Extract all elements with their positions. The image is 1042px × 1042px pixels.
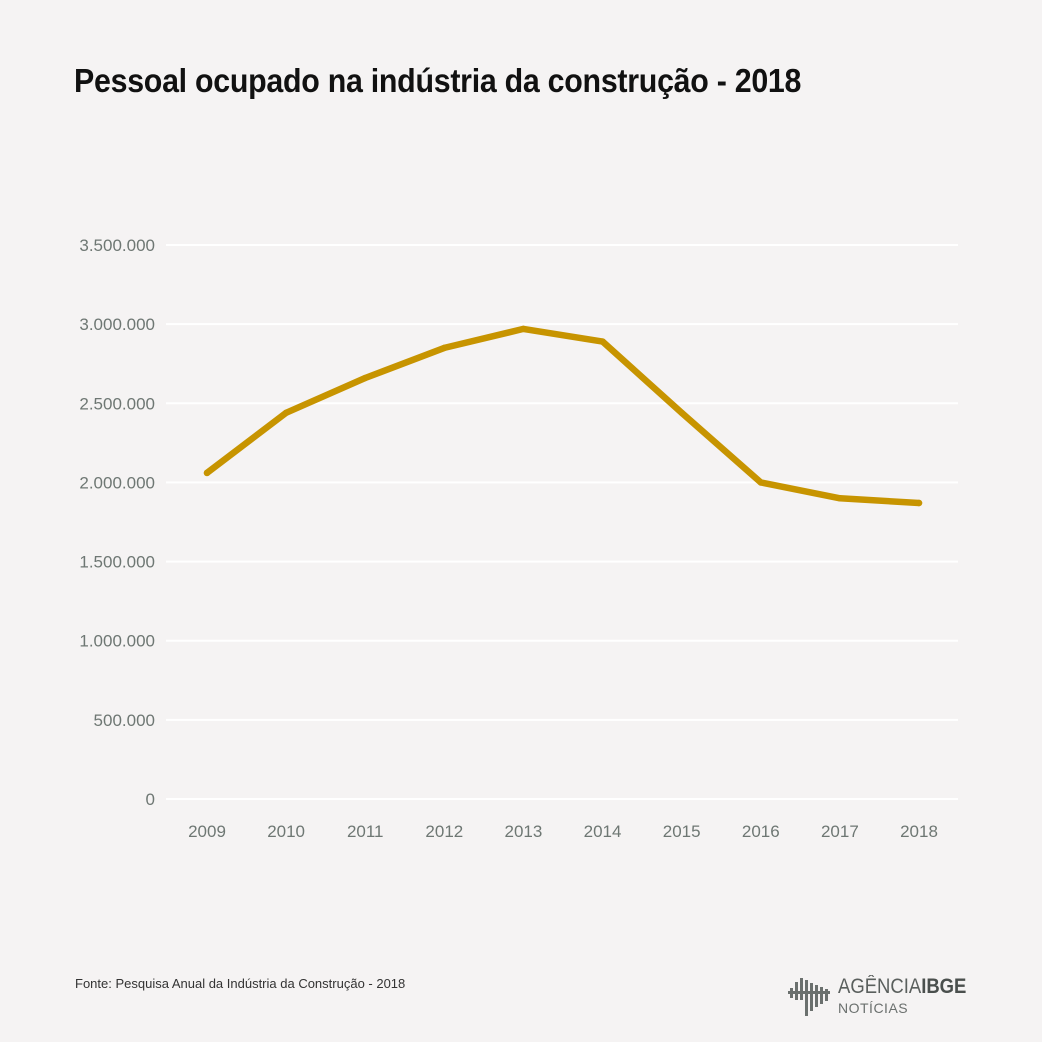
y-tick-label: 500.000 bbox=[94, 711, 155, 730]
x-tick-label: 2016 bbox=[742, 822, 780, 841]
y-tick-label: 1.500.000 bbox=[79, 553, 155, 572]
x-tick-label: 2015 bbox=[663, 822, 701, 841]
series-line bbox=[203, 325, 923, 507]
series-layer bbox=[203, 325, 923, 507]
x-axis-ticks: 2009 2010 2011 2012 2013 2014 2015 2016 2017 2018 bbox=[188, 822, 938, 841]
logo-agencia-text: AGÊNCIAIBGE bbox=[838, 975, 966, 999]
chart-title: Pessoal ocupado na indústria da construç… bbox=[74, 62, 802, 99]
data-point bbox=[441, 344, 448, 352]
ibge-bars-logo-icon bbox=[788, 978, 830, 1016]
data-point bbox=[520, 325, 527, 333]
logo-ibge-word: IBGE bbox=[921, 975, 967, 998]
data-point bbox=[836, 495, 844, 502]
data-point bbox=[362, 374, 369, 382]
y-tick-label: 1.000.000 bbox=[79, 632, 155, 651]
x-tick-label: 2012 bbox=[425, 822, 463, 841]
x-tick-label: 2017 bbox=[821, 822, 859, 841]
x-tick-label: 2011 bbox=[347, 822, 384, 841]
logo-agencia-word: AGÊNCIA bbox=[838, 975, 922, 998]
x-tick-label: 2018 bbox=[900, 822, 938, 841]
data-point bbox=[678, 409, 685, 416]
data-point bbox=[915, 499, 923, 507]
y-tick-label: 3.000.000 bbox=[79, 315, 155, 334]
y-tick-label: 2.000.000 bbox=[79, 473, 155, 492]
x-tick-label: 2009 bbox=[188, 822, 226, 841]
y-tick-label: 2.500.000 bbox=[79, 394, 155, 413]
y-tick-label: 3.500.000 bbox=[79, 236, 155, 255]
logo-noticias-text: NOTÍCIAS bbox=[838, 1000, 909, 1016]
data-point bbox=[282, 409, 290, 416]
y-tick-label: 0 bbox=[146, 790, 155, 809]
data-point bbox=[757, 479, 764, 486]
source-note: Fonte: Pesquisa Anual da Indústria da Co… bbox=[75, 976, 406, 991]
data-point bbox=[203, 469, 211, 477]
data-point bbox=[599, 338, 606, 345]
gridlines bbox=[166, 244, 958, 800]
x-tick-label: 2013 bbox=[505, 822, 543, 841]
x-tick-label: 2010 bbox=[267, 822, 305, 841]
y-axis-ticks: 0 500.000 1.000.000 1.500.000 2.000.000 2.500… bbox=[79, 236, 155, 809]
x-tick-label: 2014 bbox=[584, 822, 622, 841]
